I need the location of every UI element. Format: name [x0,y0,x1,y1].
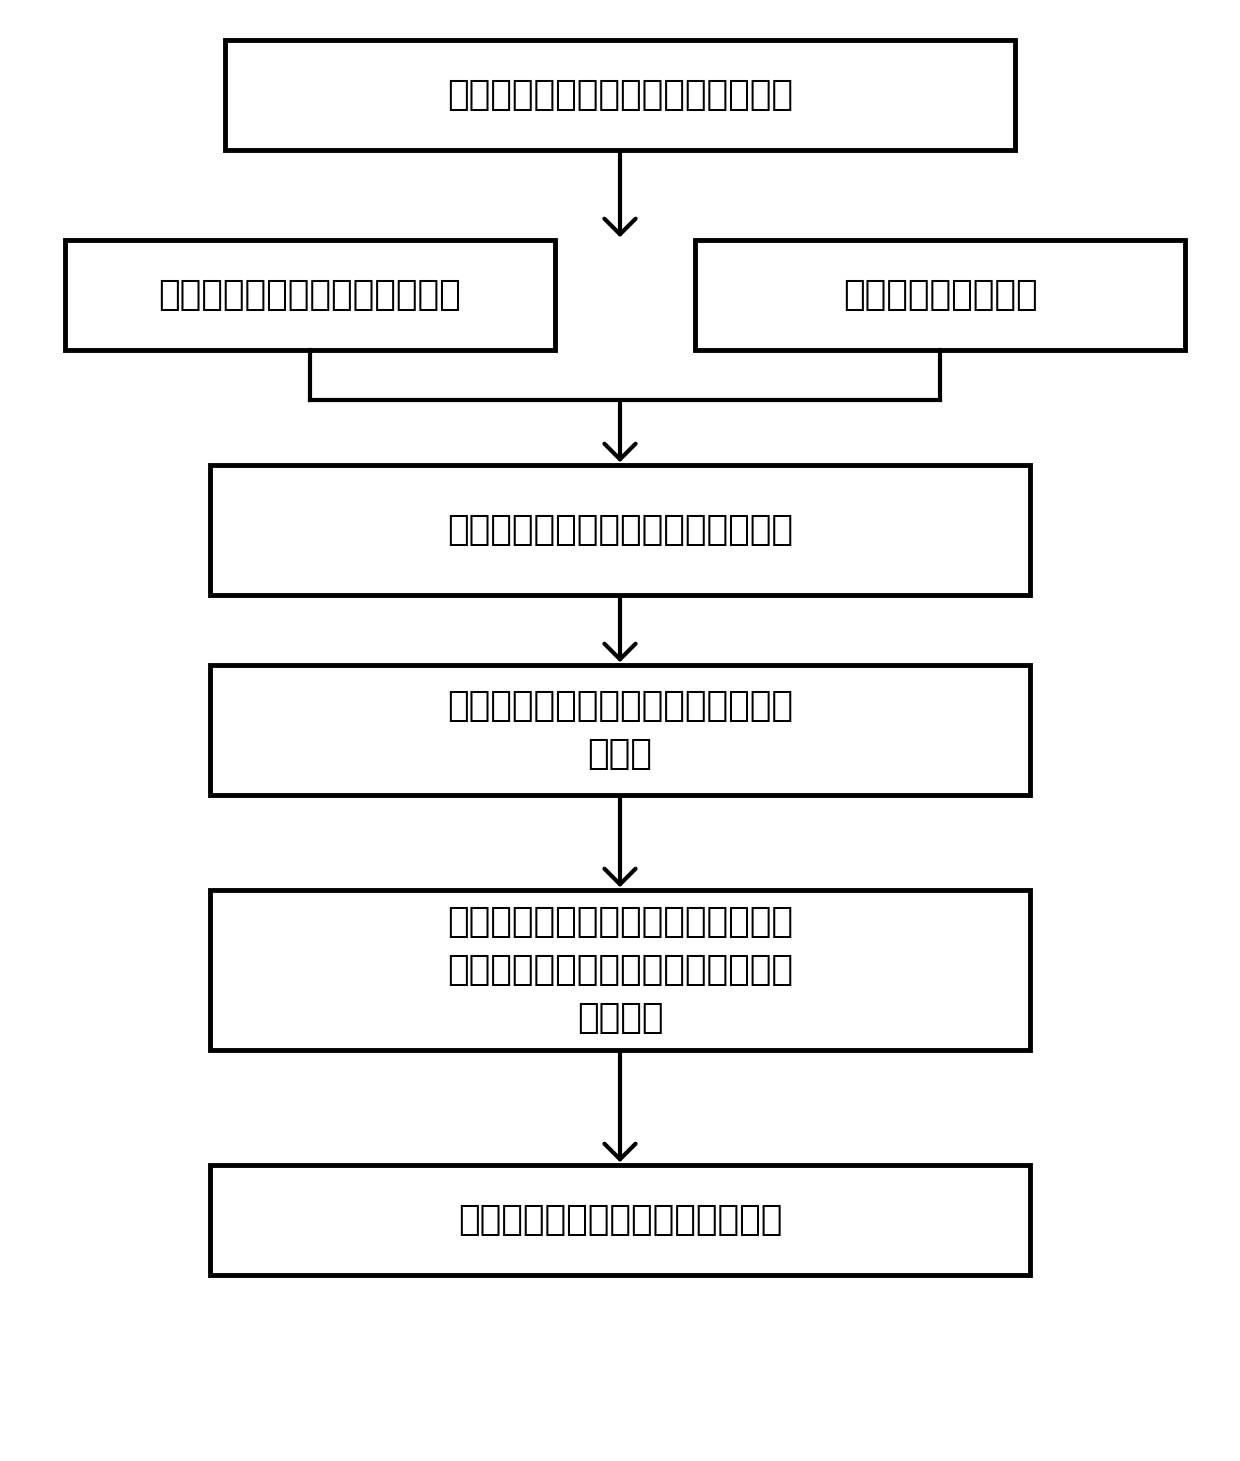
Bar [210,465,1030,595]
Text: 获取波形参数差别信息的比较结果: 获取波形参数差别信息的比较结果 [458,1202,782,1237]
Bar [64,240,556,351]
Text: 将相似度低于或等于阈值的波形归为
第二类: 将相似度低于或等于阈值的波形归为 第二类 [446,690,794,771]
Bar [210,1164,1030,1275]
Bar [224,39,1016,150]
Text: 预先设定相似度阈值: 预先设定相似度阈值 [843,278,1038,313]
Bar [694,240,1185,351]
Bar [210,890,1030,1050]
Text: 将相似度高于阈值的波形归为第一类: 将相似度高于阈值的波形归为第一类 [446,513,794,546]
Text: 获取每段心电图的心搏波形参数: 获取每段心电图的心搏波形参数 [159,278,461,313]
Text: 将一段时间内的心电图进行均等分段: 将一段时间内的心电图进行均等分段 [446,77,794,112]
Text: 分别获取第一时间段内的第二类波形
参数和第二时间段内的第二类波形参
数并对比: 分别获取第一时间段内的第二类波形 参数和第二时间段内的第二类波形参 数并对比 [446,906,794,1034]
Bar [210,665,1030,795]
